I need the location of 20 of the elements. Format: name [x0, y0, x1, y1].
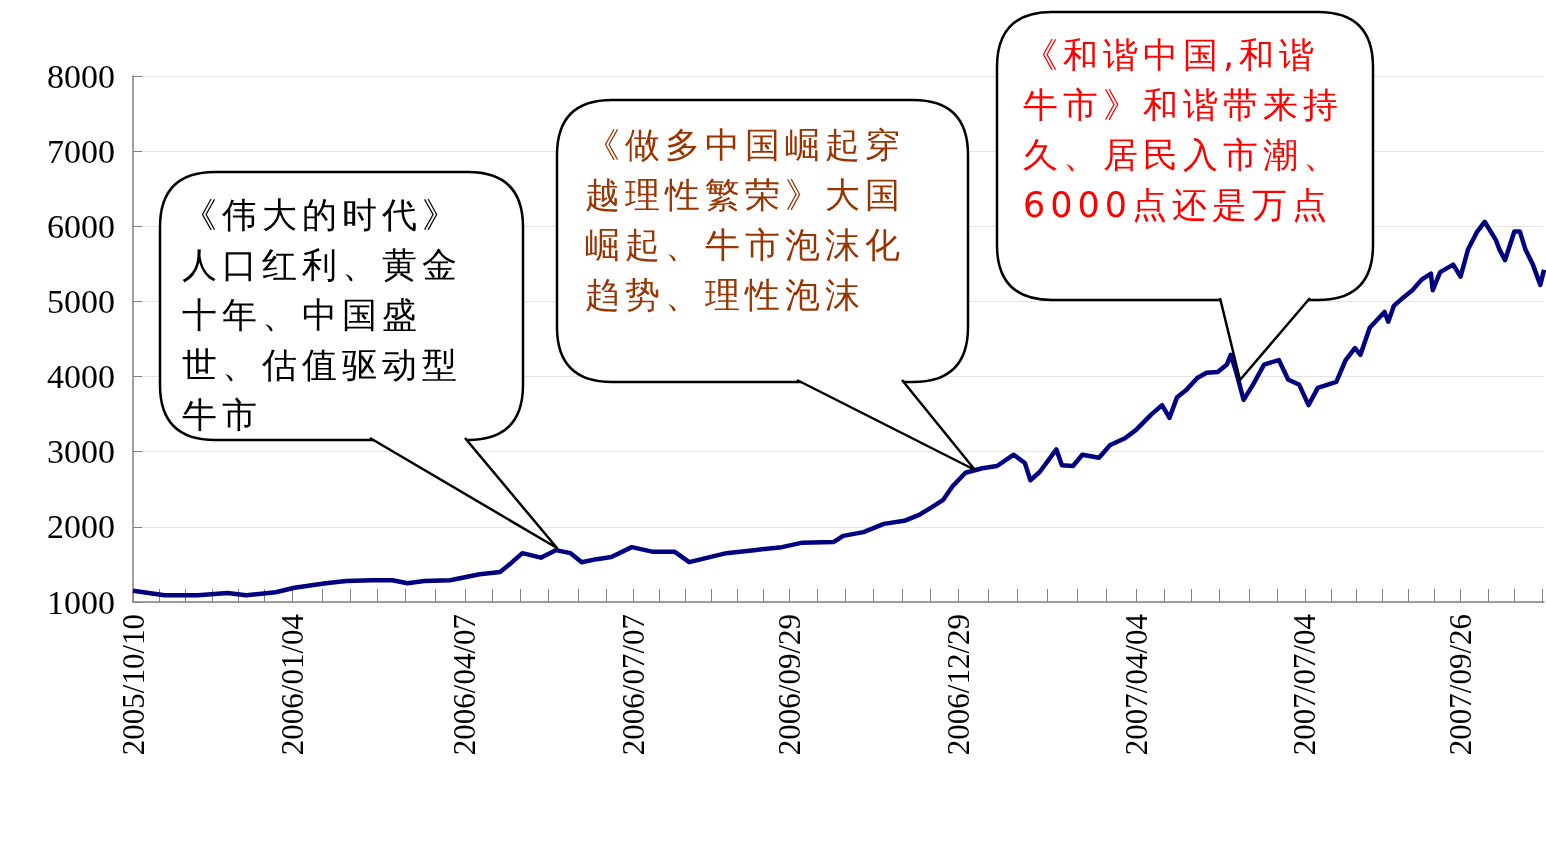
annotation: 《伟大的时代》人口红利、黄金十年、中国盛世、估值驱动型牛市: [182, 194, 463, 437]
x-tick-label: 2006/07/07: [616, 614, 652, 756]
x-tick-label: 2006/01/04: [274, 613, 310, 756]
annotation: 《和谐中国,和谐牛市》和谐带来持久、居民入市潮、6000点还是万点: [1023, 34, 1344, 227]
y-tick-label: 3000: [47, 433, 115, 471]
y-tick-label: 6000: [47, 207, 115, 245]
y-tick-label: 5000: [47, 282, 115, 320]
y-tick-label: 1000: [47, 583, 115, 621]
x-tick-label: 2006/09/29: [771, 614, 807, 756]
x-tick-label: 2005/10/10: [115, 614, 151, 756]
x-tick-label: 2007/04/04: [1118, 613, 1154, 756]
x-tick-label: 2006/12/29: [940, 614, 976, 756]
x-tick-label: 2006/04/07: [447, 614, 483, 756]
y-tick-label: 8000: [47, 57, 115, 95]
y-tick-label: 2000: [47, 508, 115, 546]
x-tick-label: 2007/09/26: [1443, 614, 1479, 756]
y-tick-label: 7000: [47, 132, 115, 170]
y-tick-label: 4000: [47, 358, 115, 396]
x-tick-label: 2007/07/04: [1287, 613, 1323, 756]
annotation: 《做多中国崛起穿越理性繁荣》大国崛起、牛市泡沫化趋势、理性泡沫: [585, 124, 906, 317]
